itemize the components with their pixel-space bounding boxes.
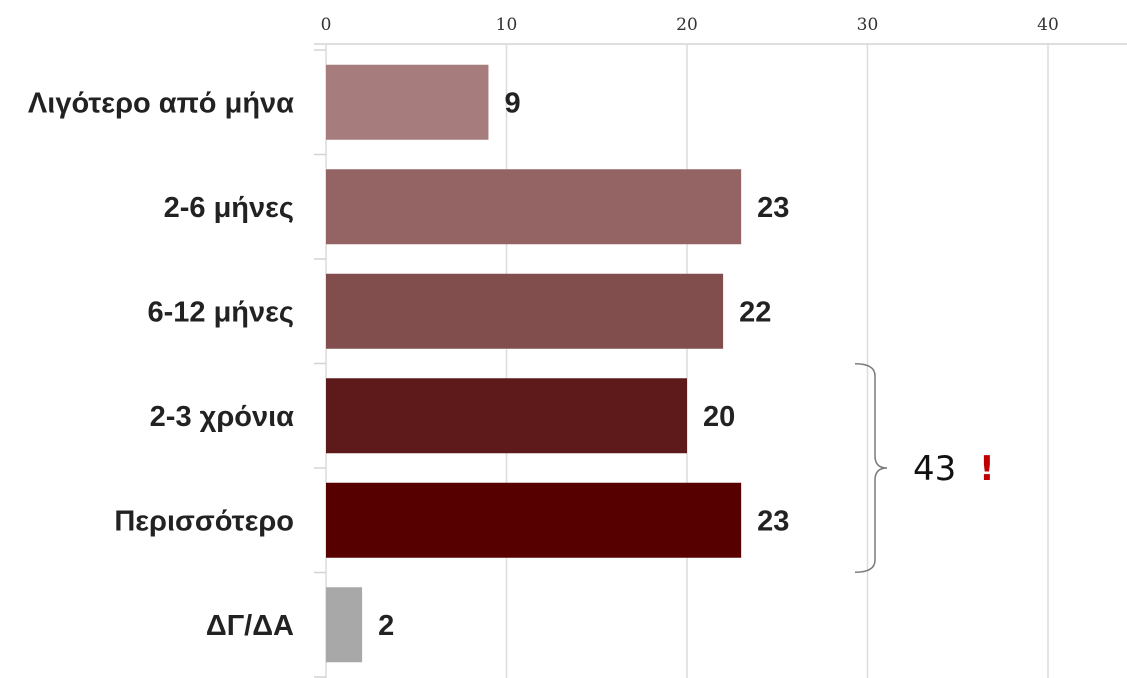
category-label-4: 2-3 χρόνια — [150, 401, 295, 433]
category-label-2: 2-6 μήνες — [164, 192, 294, 224]
category-label-6: ΔΓ/ΔΑ — [206, 610, 294, 642]
x-tick-label-40: 40 — [1037, 15, 1059, 35]
bars — [326, 64, 742, 663]
bar-4 — [326, 378, 687, 454]
x-tick-label-10: 10 — [496, 15, 518, 35]
bar-6 — [326, 587, 363, 663]
data-label-2: 23 — [757, 192, 789, 224]
x-tick-label-30: 30 — [857, 15, 879, 35]
brace-annotation: 43 ! — [854, 363, 995, 573]
bar-1 — [326, 64, 489, 140]
category-label-3: 6-12 μήνες — [147, 296, 294, 328]
data-label-5: 23 — [757, 505, 789, 537]
data-label-4: 20 — [703, 401, 735, 433]
bar-3 — [326, 273, 724, 349]
brace-total-value: 43 — [913, 449, 956, 489]
exclamation-mark: ! — [979, 449, 995, 489]
data-label-1: 9 — [504, 87, 520, 119]
x-axis-ticks: 0 10 20 30 40 — [321, 15, 1059, 35]
data-label-3: 22 — [739, 296, 771, 328]
category-axis-ticks — [314, 49, 326, 678]
grid-lines — [314, 43, 1127, 678]
category-label-5: Περισσότερο — [114, 505, 294, 537]
x-tick-label-20: 20 — [676, 15, 698, 35]
category-label-1: Λιγότερο από μήνα — [28, 87, 294, 119]
data-labels: 9 23 22 20 23 2 — [378, 87, 789, 642]
bar-2 — [326, 169, 742, 245]
brace-bracket — [854, 363, 888, 573]
category-labels: Λιγότερο από μήνα 2-6 μήνες 6-12 μήνες 2-3 … — [28, 87, 294, 642]
bar-5 — [326, 482, 742, 558]
data-label-6: 2 — [378, 610, 394, 642]
x-tick-label-0: 0 — [321, 15, 332, 35]
brace-total-label: 43 ! — [913, 449, 995, 489]
